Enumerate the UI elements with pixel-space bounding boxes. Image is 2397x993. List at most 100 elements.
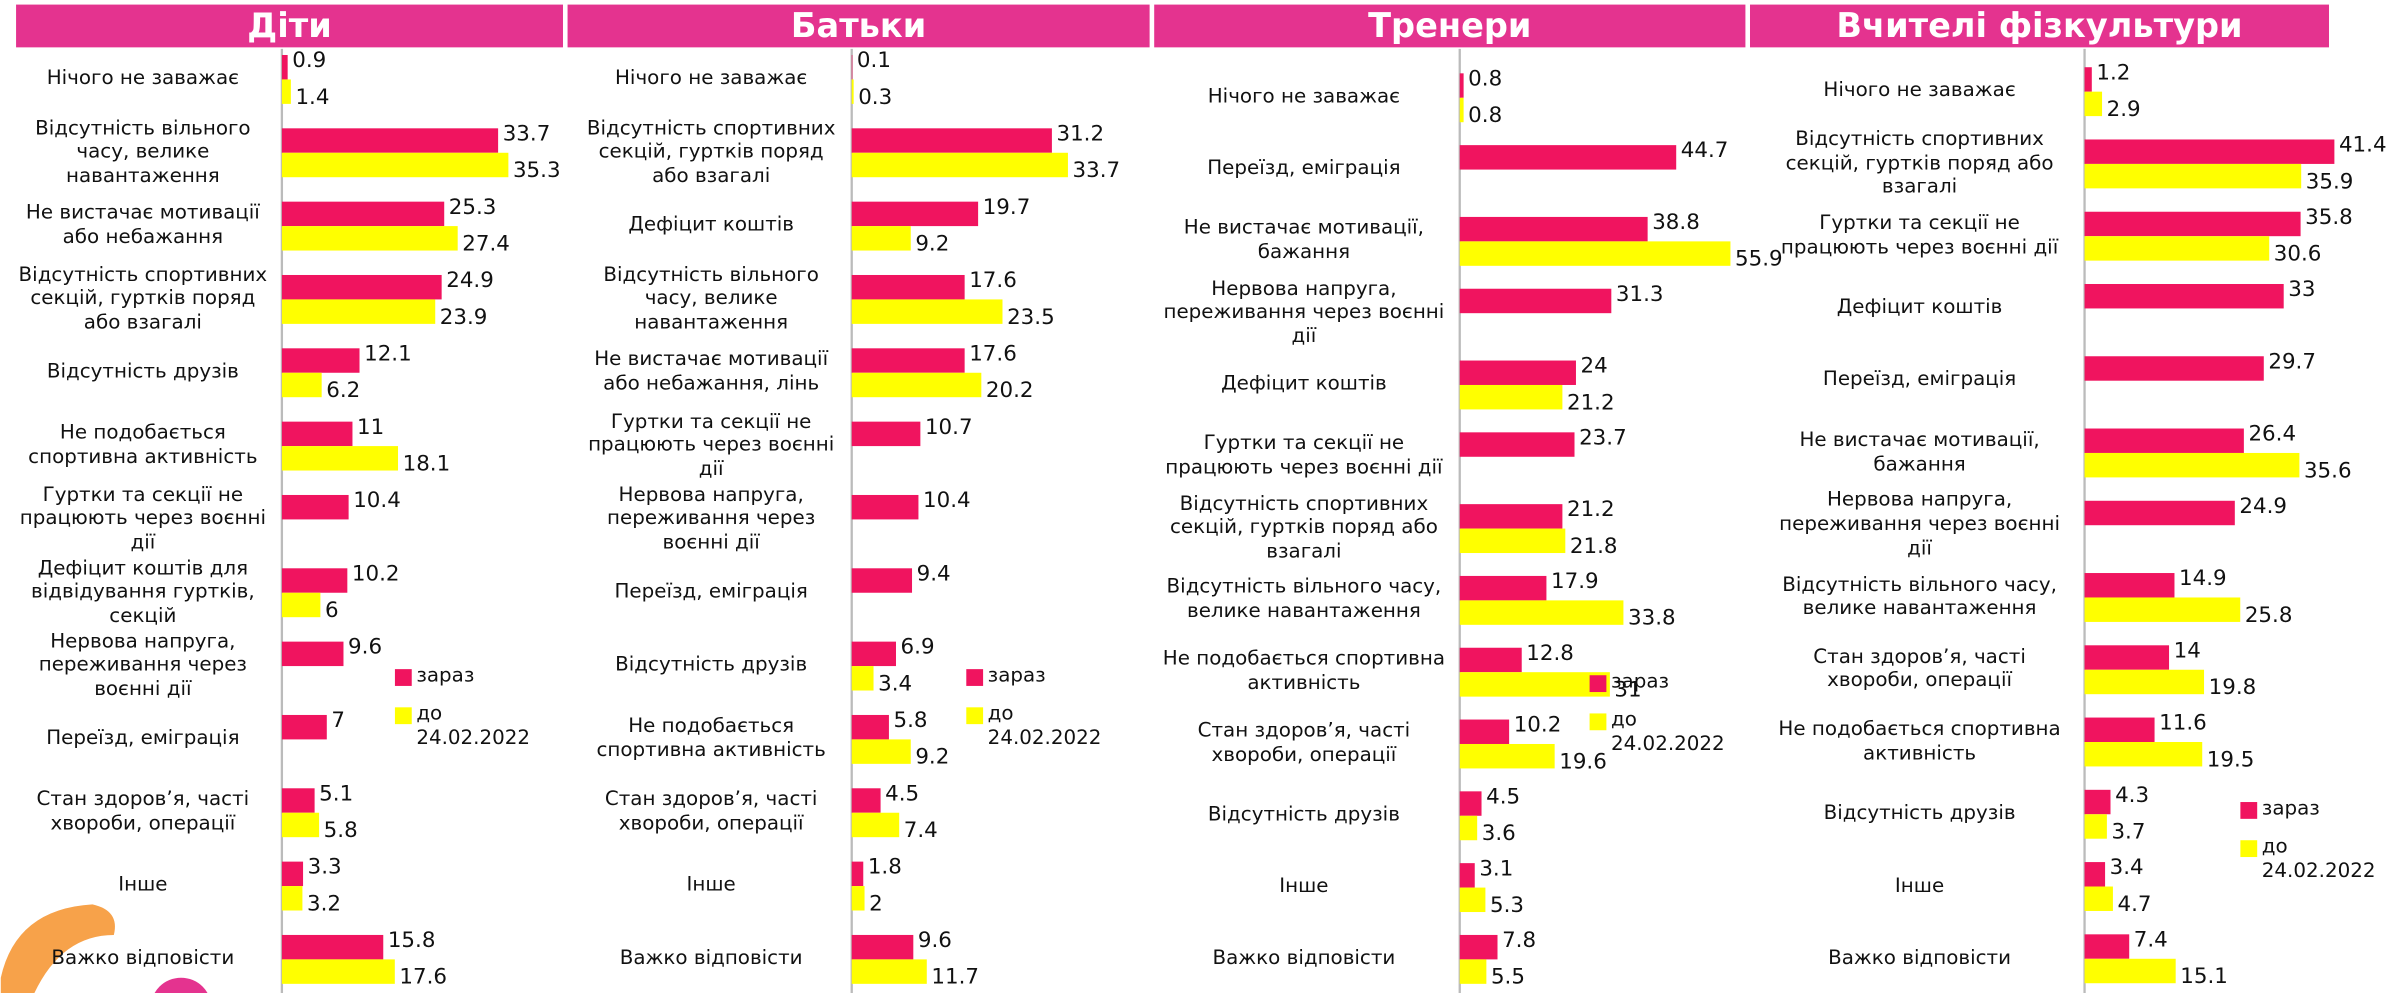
bar (2084, 428, 2244, 453)
value-label: 14 (2174, 638, 2201, 663)
bar (281, 861, 304, 887)
bar (2084, 669, 2205, 695)
category-label-box: Нічого не заважає (47, 68, 239, 91)
value-label: 7.4 (2134, 927, 2168, 952)
chart-title: Вчителі фізкультури (1836, 6, 2242, 45)
category-label: Нервова напруга, переживання через воєнн… (1163, 277, 1445, 349)
category-label-box: Важко відповісти (1828, 947, 2011, 970)
bar (851, 641, 896, 667)
value-label: 0.3 (858, 85, 892, 110)
bar (1459, 647, 1522, 673)
chart-title: Діти (247, 6, 331, 45)
value-label: 6.9 (901, 635, 935, 660)
bar (281, 274, 442, 300)
category-label-box: Нервова напруга, переживання через воєнн… (607, 483, 816, 555)
legend-swatch (2240, 840, 2258, 858)
value-label: 3.4 (878, 671, 912, 696)
header-bg (1154, 4, 1746, 48)
legend-swatch (966, 707, 984, 725)
value-label: 33.7 (503, 121, 551, 146)
category-label-box: Гуртки та секції не працюють через воєнн… (1165, 433, 1442, 480)
value-label: 18.1 (403, 451, 451, 476)
bar (1459, 145, 1677, 170)
bar (281, 226, 458, 251)
value-label: 3.6 (1482, 821, 1516, 846)
value-label: 30.6 (2274, 242, 2322, 267)
bar (281, 886, 303, 911)
category-label-box: Переїзд, еміграція (46, 727, 240, 751)
value-label: 2.9 (2107, 97, 2141, 122)
category-label-box: Нічого не заважає (1823, 80, 2015, 103)
category-label: Дефіцит коштів для відвідування гуртків,… (31, 557, 255, 628)
category-label: Переїзд, еміграція (46, 727, 240, 751)
bar (2084, 163, 2302, 189)
category-label: Важко відповісти (1212, 947, 1396, 971)
bar (281, 568, 348, 593)
category-label-box: Переїзд, еміграція (614, 581, 807, 604)
value-label: 9.6 (918, 928, 952, 953)
category-label-box: Не вистачає мотивації, бажання (1799, 429, 2039, 476)
bar (2084, 452, 2300, 478)
value-label: 1.2 (2096, 60, 2130, 85)
legend-label-box: зараз (416, 664, 475, 688)
bar (281, 152, 509, 178)
value-label: 0.8 (1468, 66, 1502, 91)
value-label: 17.9 (1551, 569, 1599, 594)
value-label: 10.7 (925, 415, 973, 440)
category-label: Дефіцит коштів (1221, 373, 1387, 396)
category-label: Нервова напруга, переживання через воєнн… (1779, 489, 2060, 561)
category-label-box: Не подобається спортивна активність (28, 422, 257, 469)
category-label-box: Не вистачає мотивації або небажання (26, 202, 260, 249)
value-label: 3.2 (307, 891, 341, 916)
bar (851, 348, 965, 373)
bar (2084, 356, 2264, 381)
bar (1459, 432, 1575, 457)
category-label: Інше (1279, 875, 1329, 899)
value-label: 9.4 (917, 561, 951, 586)
category-label: Стан здоров’я, часті хвороби, операції (1813, 645, 2026, 693)
bar (1459, 934, 1498, 960)
category-label-box: Дефіцит коштів (1221, 373, 1387, 396)
value-label: 0.1 (857, 48, 891, 73)
bar (281, 421, 353, 447)
category-label-box: Інше (686, 874, 736, 898)
value-label: 19.5 (2207, 747, 2255, 772)
category-label: Інше (686, 874, 736, 898)
value-label: 31.2 (1056, 121, 1104, 146)
category-label: Гуртки та секції не працюють через воєнн… (1780, 212, 2059, 260)
bar (851, 274, 965, 300)
category-label: Відсутність спортивних секцій, гуртків п… (18, 263, 268, 335)
category-label: Інше (1894, 874, 1945, 898)
category-label: Нічого не заважає (1207, 85, 1401, 109)
category-label: Інше (118, 874, 168, 898)
bar (1459, 241, 1731, 266)
value-label: 31.3 (1616, 282, 1664, 307)
bar (851, 299, 1003, 324)
value-label: 44.7 (1681, 138, 1729, 163)
bar (2084, 500, 2235, 526)
legend-label: зараз (1610, 670, 1670, 694)
category-label: Не вистачає мотивації або небажання, лін… (594, 348, 829, 396)
bar (851, 959, 927, 984)
category-label: Нервова напруга, переживання через воєнн… (607, 483, 816, 555)
category-label-box: Не подобається спортивна активність (1778, 718, 2060, 765)
header-bg (1749, 4, 2329, 48)
value-label: 3.4 (2110, 855, 2144, 880)
category-label: Нервова напруга, переживання через воєнн… (38, 630, 248, 701)
category-label: Відсутність спортивних секцій, гуртків п… (586, 117, 836, 188)
legend-label: зараз (416, 664, 475, 688)
value-label: 11.7 (931, 965, 979, 990)
value-label: 33.8 (1628, 606, 1676, 631)
bar (2084, 934, 2130, 959)
category-label-box: Гуртки та секції не працюють через воєнн… (1780, 212, 2059, 260)
category-label-box: Нервова напруга, переживання через воєнн… (1163, 277, 1445, 349)
chart-title: Батьки (791, 6, 926, 45)
value-label: 31 (1614, 678, 1641, 703)
legend-label-box: до 24.02.2022 (1611, 709, 1725, 757)
value-label: 19.8 (2209, 675, 2257, 700)
value-label: 25.8 (2245, 603, 2293, 628)
category-label-box: Не подобається спортивна активність (596, 716, 825, 763)
legend-label: до 24.02.2022 (987, 702, 1102, 751)
category-label: Переїзд, еміграція (1822, 368, 2017, 392)
bar (1459, 791, 1482, 816)
